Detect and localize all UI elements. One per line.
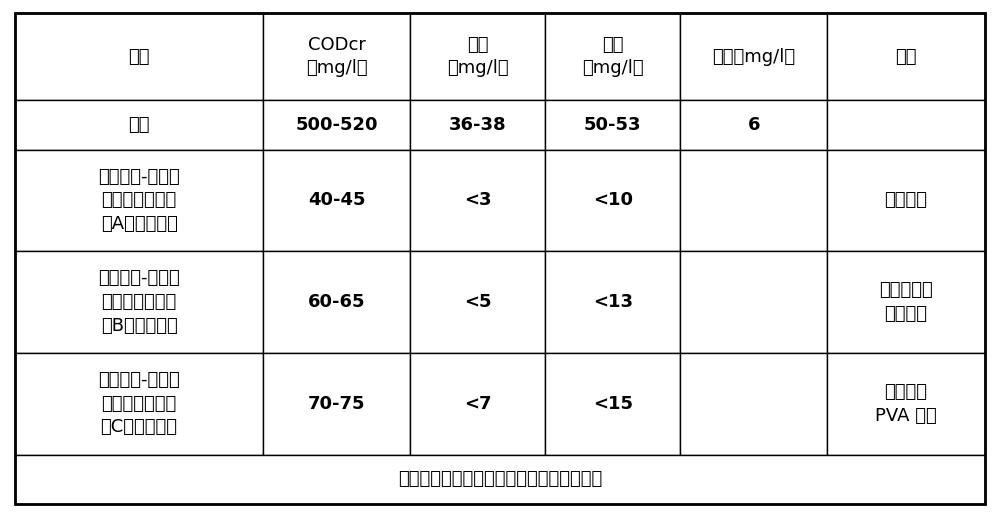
Bar: [15, 353, 263, 454]
Bar: [680, 13, 827, 100]
Bar: [680, 100, 827, 149]
Text: 备注: 备注: [895, 48, 917, 66]
Bar: [680, 353, 827, 454]
Bar: [263, 100, 410, 149]
Text: <5: <5: [464, 293, 491, 311]
Bar: [410, 251, 545, 353]
Text: 500-520: 500-520: [295, 116, 378, 134]
Text: 70-75: 70-75: [308, 395, 365, 413]
Text: 60-65: 60-65: [308, 293, 365, 311]
Text: 短程硝化-同步硝
化反硝化实验柱
（B）实验出水: 短程硝化-同步硝 化反硝化实验柱 （B）实验出水: [98, 269, 180, 334]
Bar: [410, 149, 545, 251]
Bar: [15, 454, 985, 504]
Bar: [545, 251, 680, 353]
Bar: [545, 13, 680, 100]
Text: 氨氮
（mg/l）: 氨氮 （mg/l）: [447, 36, 508, 78]
Bar: [827, 13, 985, 100]
Bar: [263, 149, 410, 251]
Bar: [410, 100, 545, 149]
Text: 50-53: 50-53: [584, 116, 642, 134]
Bar: [545, 149, 680, 251]
Bar: [410, 353, 545, 454]
Bar: [827, 100, 985, 149]
Text: 短程硝化-同步硝
化反硝化实验柱
（A）实验出水: 短程硝化-同步硝 化反硝化实验柱 （A）实验出水: [98, 168, 180, 233]
Text: 总磷（mg/l）: 总磷（mg/l）: [712, 48, 795, 66]
Text: 正常填料: 正常填料: [885, 191, 928, 209]
Bar: [545, 100, 680, 149]
Text: <7: <7: [464, 395, 491, 413]
Text: 原水: 原水: [128, 116, 150, 134]
Bar: [15, 100, 263, 149]
Bar: [263, 13, 410, 100]
Bar: [827, 149, 985, 251]
Bar: [15, 13, 263, 100]
Text: CODcr
（mg/l）: CODcr （mg/l）: [306, 36, 367, 78]
Text: <15: <15: [593, 395, 633, 413]
Text: 40-45: 40-45: [308, 191, 365, 209]
Text: 注：以上数据为稳定运行一个月的平均数据: 注：以上数据为稳定运行一个月的平均数据: [398, 470, 602, 489]
Text: <10: <10: [593, 191, 633, 209]
Bar: [263, 251, 410, 353]
Text: 短程硝化-同步硝
化反硝化实验柱
（C）实验出水: 短程硝化-同步硝 化反硝化实验柱 （C）实验出水: [98, 371, 180, 436]
Bar: [680, 251, 827, 353]
Text: 36-38: 36-38: [449, 116, 506, 134]
Bar: [15, 251, 263, 353]
Text: <3: <3: [464, 191, 491, 209]
Text: 不含混合酶
制剂填料: 不含混合酶 制剂填料: [879, 281, 933, 323]
Text: 6: 6: [748, 116, 760, 134]
Bar: [827, 353, 985, 454]
Bar: [827, 251, 985, 353]
Text: 目录: 目录: [128, 48, 150, 66]
Text: 总氮
（mg/l）: 总氮 （mg/l）: [582, 36, 644, 78]
Bar: [545, 353, 680, 454]
Text: <13: <13: [593, 293, 633, 311]
Bar: [15, 149, 263, 251]
Bar: [263, 353, 410, 454]
Bar: [410, 13, 545, 100]
Text: 高重量份
PVA 填料: 高重量份 PVA 填料: [875, 383, 937, 424]
Bar: [680, 149, 827, 251]
